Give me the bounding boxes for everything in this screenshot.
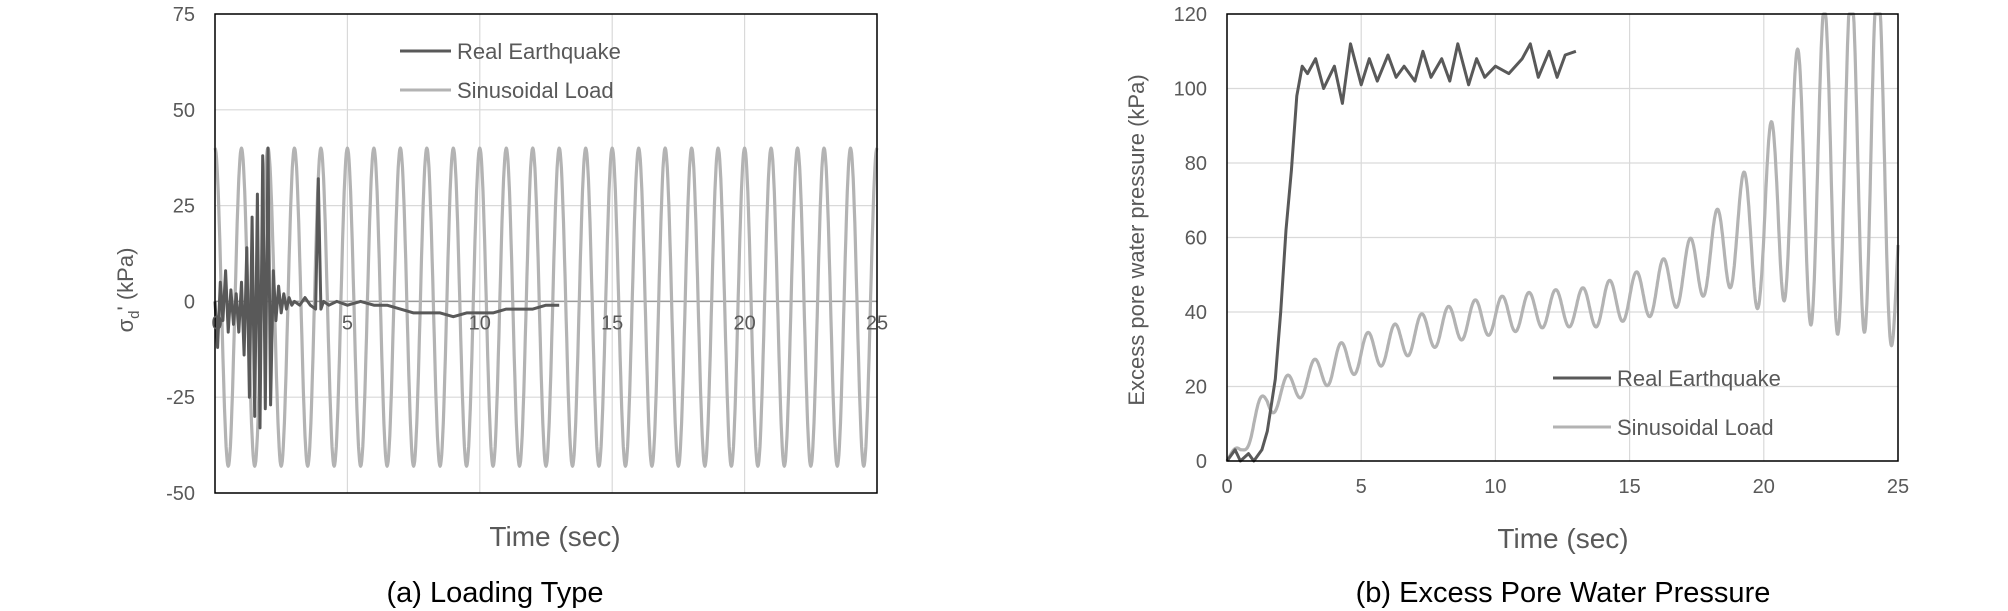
y-axis-title: σd' (kPa): [113, 248, 143, 333]
x-tick-label: 10: [1484, 476, 1506, 498]
legend: Real Earthquake Sinusoidal Load: [1553, 366, 1781, 440]
caption-excess-pore-water-pressure: (b) Excess Pore Water Pressure: [1356, 577, 1771, 609]
x-tick-label: 5: [342, 312, 353, 334]
legend-label-sinusoidal-load: Sinusoidal Load: [457, 78, 614, 103]
y-axis-title-subscript: d: [126, 310, 143, 318]
plot-frame: [1226, 13, 1899, 462]
legend: Real Earthquake Sinusoidal Load: [400, 39, 621, 103]
x-tick-label: 20: [1753, 476, 1775, 498]
x-tick-label: 25: [1887, 476, 1909, 498]
x-tick-label: 20: [733, 312, 755, 334]
chart-panel-excess-pore-pressure: 0 5 10 15 20 25 0 20 40 60 80 100 120 Time (sec) Ex…: [1124, 4, 1909, 609]
y-axis-title: Excess pore water pressure (kPa): [1124, 74, 1149, 405]
x-axis-title: Time (sec): [1497, 523, 1628, 554]
series-line-sinusoidal-load: [1225, 12, 1900, 462]
series-group: [213, 146, 879, 468]
y-tick-label: -25: [166, 387, 195, 409]
y-tick-label: 60: [1185, 228, 1207, 250]
series-line-sinusoidal-load: [213, 146, 879, 468]
x-axis-title: Time (sec): [489, 521, 620, 552]
x-tick-label: 0: [1221, 476, 1232, 498]
y-tick-label: 25: [173, 196, 195, 218]
y-tick-label: 20: [1185, 377, 1207, 399]
x-tick-label: 5: [1356, 476, 1367, 498]
y-tick-label: 50: [173, 100, 195, 122]
y-tick-label: 0: [184, 291, 195, 313]
y-axis-title-sigma: σ: [113, 318, 138, 332]
x-tick-labels: 0 5 10 15 20 25: [1221, 476, 1909, 498]
legend-label-real-earthquake: Real Earthquake: [457, 39, 621, 64]
x-tick-label: 15: [1618, 476, 1640, 498]
x-tick-label: 15: [601, 312, 623, 334]
plot-frame: [214, 13, 878, 494]
series-line-real-earthquake: [213, 146, 560, 430]
y-tick-label: -50: [166, 483, 195, 505]
y-tick-label: 75: [173, 4, 195, 26]
y-tick-label: 120: [1174, 4, 1207, 26]
y-tick-label: 0: [1196, 451, 1207, 473]
x-tick-label: 0: [211, 312, 222, 334]
caption-loading-type: (a) Loading Type: [386, 577, 603, 609]
y-axis-title-unit: ' (kPa): [113, 248, 138, 311]
series-line-real-earthquake: [1225, 42, 1577, 463]
x-tick-labels: 0 5 10 15 20 25: [211, 312, 888, 334]
y-tick-labels: 0 20 40 60 80 100 120: [1174, 4, 1207, 473]
legend-label-real-earthquake: Real Earthquake: [1617, 366, 1781, 391]
legend-label-sinusoidal-load: Sinusoidal Load: [1617, 415, 1774, 440]
x-tick-label: 25: [866, 312, 888, 334]
y-tick-label: 100: [1174, 79, 1207, 101]
y-tick-labels: -50 -25 0 25 50 75: [166, 4, 195, 505]
series-group: [1225, 12, 1900, 463]
y-tick-label: 80: [1185, 153, 1207, 175]
chart-panel-loading-type: 0 5 10 15 20 25 -50 -25 0 25 50 75 Time (sec) σd' …: [113, 4, 888, 609]
y-tick-label: 40: [1185, 302, 1207, 324]
x-tick-label: 10: [469, 312, 491, 334]
